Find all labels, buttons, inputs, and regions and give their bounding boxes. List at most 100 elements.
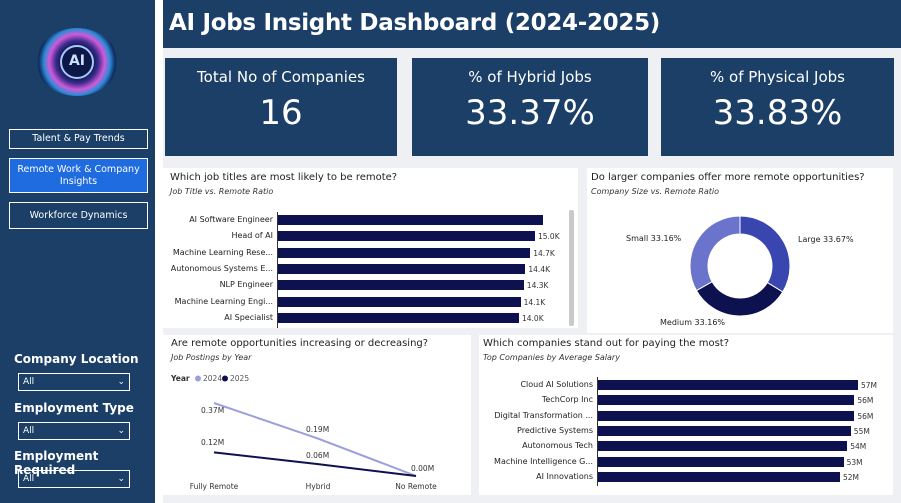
panel-subtitle: Job Postings by Year <box>171 353 252 362</box>
bar[interactable] <box>278 215 543 225</box>
nav-label: Remote Work & Company Insights <box>17 163 140 187</box>
bar-category-label: Machine Intelligence G... <box>494 456 593 466</box>
bar-value-label: 14.3K <box>526 281 549 291</box>
kpi-value: 33.37% <box>465 93 595 133</box>
nav-talent-pay-trends[interactable]: Talent & Pay Trends <box>9 129 148 149</box>
legend-item[interactable]: 2025 <box>230 374 249 383</box>
bar-category-label: AI Software Engineer <box>189 215 273 224</box>
employment-type-label: Employment Type <box>14 401 134 415</box>
bar-category-label: AI Innovations <box>536 471 593 481</box>
data-label: 0.12M <box>201 438 224 447</box>
bar-value-label: 57M <box>861 381 878 390</box>
bar-category-label: Cloud AI Solutions <box>520 380 593 389</box>
bar[interactable] <box>598 456 844 467</box>
kpi-title: Total No of Companies <box>197 68 365 86</box>
legend-item[interactable]: 2024 <box>203 374 222 383</box>
legend-marker <box>195 375 201 382</box>
employment-type-select[interactable]: All ⌄ <box>18 422 130 440</box>
kpi-hybrid-jobs: % of Hybrid Jobs 33.37% <box>412 58 648 156</box>
employment-required-select[interactable]: All ⌄ <box>18 470 130 488</box>
company-size-panel: Do larger companies offer more remote op… <box>587 168 893 333</box>
bar-category-label: TechCorp Inc <box>541 395 593 405</box>
ai-logo: AI <box>36 28 118 96</box>
panel-title: Which job titles are most likely to be r… <box>170 172 398 183</box>
bar-value-label: 56M <box>857 396 874 406</box>
bar-category-label: Digital Transformation ... <box>494 410 593 420</box>
bar[interactable] <box>598 441 848 452</box>
bar[interactable] <box>598 425 851 436</box>
donut-slice-large[interactable] <box>739 215 791 293</box>
panel-scrollbar[interactable] <box>569 210 574 326</box>
donut-slice-small[interactable] <box>689 215 741 292</box>
data-label: 0.19M <box>306 425 329 434</box>
bar[interactable] <box>598 471 840 482</box>
panel-title: Are remote opportunities increasing or d… <box>171 338 429 349</box>
postings-year-line-chart: Year 2024 2025 0.37M 0.19M 0.00M 0.12M 0.06M Ful… <box>170 374 437 491</box>
x-tick-label: Fully Remote <box>190 482 239 491</box>
bar[interactable] <box>598 395 855 406</box>
panel-subtitle: Top Companies by Average Salary <box>483 353 620 362</box>
panel-subtitle: Job Title vs. Remote Ratio <box>170 187 274 196</box>
x-tick-label: No Remote <box>395 482 437 491</box>
nav-label: Talent & Pay Trends <box>32 133 125 144</box>
panel-title: Which companies stand out for paying the… <box>483 338 730 349</box>
bar-value-label: 56M <box>857 411 874 421</box>
bar[interactable] <box>278 296 521 307</box>
donut-label: Medium 33.16% <box>660 318 725 327</box>
bar-category-label: Predictive Systems <box>517 425 593 435</box>
bar-category-label: Autonomous Systems E... <box>170 263 273 273</box>
data-label: 0.00M <box>411 464 434 473</box>
donut-label: Large 33.67% <box>798 235 854 244</box>
company-location-select[interactable]: All ⌄ <box>18 373 130 391</box>
postings-year-panel: Are remote opportunities increasing or d… <box>163 335 471 495</box>
series-line-2024[interactable] <box>213 402 417 477</box>
bar[interactable] <box>278 231 535 242</box>
legend-marker <box>222 375 228 382</box>
kpi-total-companies: Total No of Companies 16 <box>165 58 397 156</box>
bar-category-label: Head of AI <box>231 231 273 241</box>
page-title: AI Jobs Insight Dashboard (2024-2025) <box>169 10 661 36</box>
bar-category-label: Machine Learning Engi... <box>174 296 273 306</box>
bar-category-label: NLP Engineer <box>219 280 273 290</box>
nav-label: Workforce Dynamics <box>29 209 128 221</box>
bar-value-label: 15.0K <box>538 232 560 242</box>
kpi-value: 16 <box>259 93 303 133</box>
bar-axis-line <box>277 212 278 329</box>
panel-title: Do larger companies offer more remote op… <box>591 172 865 183</box>
nav-remote-work-company-insights[interactable]: Remote Work & Company Insights <box>9 158 148 193</box>
bar[interactable] <box>278 263 526 274</box>
top-salary-panel: Which companies stand out for paying the… <box>479 335 893 495</box>
x-tick-label: Hybrid <box>306 482 331 491</box>
bar[interactable] <box>278 280 524 291</box>
bar-category-label: Machine Learning Rese... <box>172 247 273 257</box>
chevron-down-icon: ⌄ <box>117 377 125 387</box>
bar[interactable] <box>598 410 855 421</box>
bar-value-label: 14.1K <box>523 297 546 307</box>
donut-slice-medium[interactable] <box>695 281 784 317</box>
bar[interactable] <box>598 380 858 390</box>
kpi-value: 33.83% <box>712 93 843 133</box>
company-location-label: Company Location <box>14 352 139 366</box>
bar-value-label: 14.0K <box>522 313 544 323</box>
data-label: 0.37M <box>201 406 224 415</box>
bar-value-label: 52M <box>843 472 860 482</box>
bar-value-label: 14.7K <box>533 248 555 258</box>
chevron-down-icon: ⌄ <box>117 474 125 484</box>
bar-category-label: Autonomous Tech <box>522 441 593 451</box>
header: AI Jobs Insight Dashboard (2024-2025) <box>163 0 901 48</box>
bar[interactable] <box>278 312 519 323</box>
panel-subtitle: Company Size vs. Remote Ratio <box>591 187 720 196</box>
bar-value-label: 14.4K <box>528 264 551 274</box>
select-value: All <box>23 474 35 484</box>
bar-value-label: 55M <box>853 426 870 436</box>
select-value: All <box>23 426 35 436</box>
chevron-down-icon: ⌄ <box>117 426 125 436</box>
logo-text: AI <box>68 53 86 69</box>
series-line-2025[interactable] <box>213 451 417 477</box>
sidebar: AI Talent & Pay Trends Remote Work & Com… <box>0 0 155 503</box>
logo-ring <box>60 45 94 79</box>
nav-workforce-dynamics[interactable]: Workforce Dynamics <box>9 202 148 229</box>
bar[interactable] <box>278 247 531 258</box>
donut-label: Small 33.16% <box>626 234 682 243</box>
